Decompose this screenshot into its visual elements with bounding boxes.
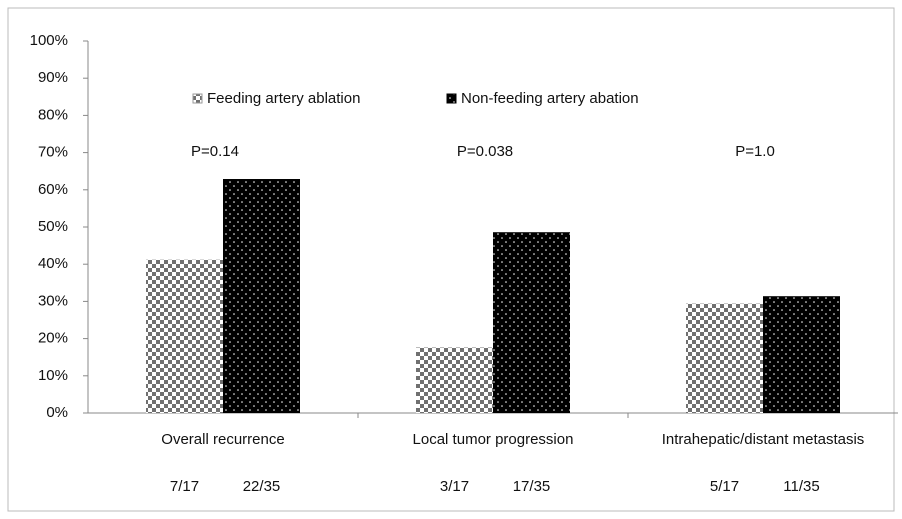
y-tick-label: 100%: [30, 32, 68, 49]
y-tick-label: 20%: [38, 330, 68, 347]
y-tick-label: 50%: [38, 218, 68, 235]
y-tick-label: 80%: [38, 106, 68, 123]
count-label: 17/35: [513, 478, 551, 495]
y-tick-label: 90%: [38, 69, 68, 86]
bar: [686, 303, 763, 413]
y-tick-label: 30%: [38, 292, 68, 309]
x-tick-label: Intrahepatic/distant metastasis: [662, 431, 865, 448]
bar: [146, 259, 223, 413]
count-label: 22/35: [243, 478, 281, 495]
legend-swatch: [192, 93, 203, 104]
y-tick-label: 10%: [38, 367, 68, 384]
legend-swatch: [446, 93, 457, 104]
p-value: P=0.14: [191, 143, 239, 160]
y-tick-label: 70%: [38, 144, 68, 161]
legend-label: Feeding artery ablation: [207, 90, 360, 107]
x-tick-label: Overall recurrence: [161, 431, 284, 448]
count-label: 7/17: [170, 478, 199, 495]
count-label: 5/17: [710, 478, 739, 495]
bar: [763, 296, 840, 413]
y-tick-label: 40%: [38, 255, 68, 272]
bar: [416, 347, 493, 413]
x-tick-label: Local tumor progression: [413, 431, 574, 448]
y-tick-label: 0%: [46, 404, 68, 421]
y-tick-label: 60%: [38, 181, 68, 198]
frame: [7, 7, 895, 512]
p-value: P=1.0: [735, 143, 775, 160]
bar: [223, 179, 300, 413]
count-label: 3/17: [440, 478, 469, 495]
p-value: P=0.038: [457, 143, 513, 160]
count-label: 11/35: [783, 478, 819, 495]
bar: [493, 232, 570, 413]
legend-label: Non-feeding artery abation: [461, 90, 639, 107]
